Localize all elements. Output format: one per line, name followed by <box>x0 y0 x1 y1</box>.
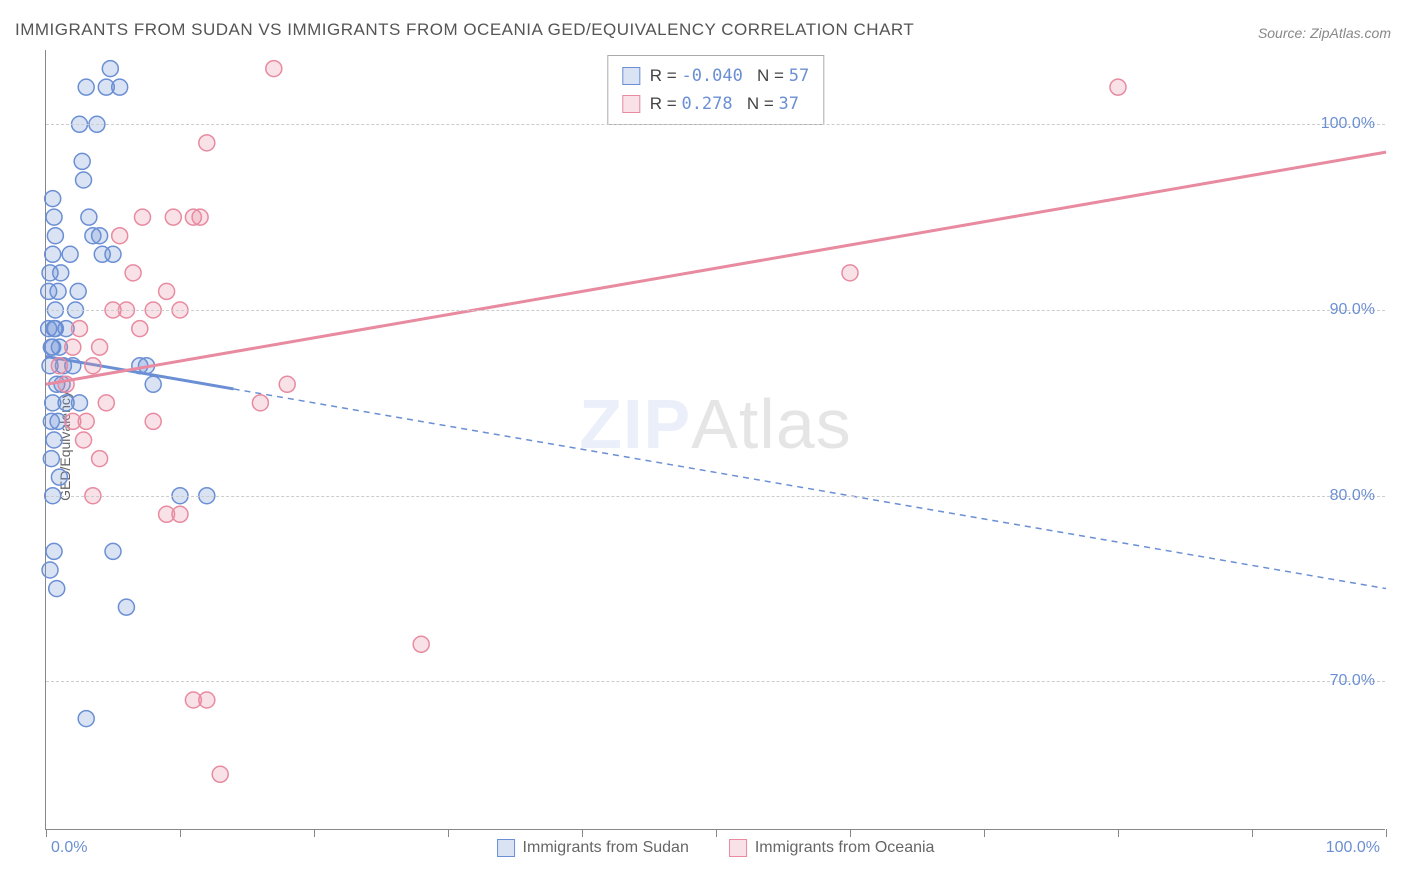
y-tick-label: 100.0% <box>1321 115 1375 133</box>
scatter-point-oceania <box>279 376 295 392</box>
scatter-point-oceania <box>212 766 228 782</box>
scatter-point-sudan <box>112 79 128 95</box>
scatter-point-sudan <box>105 543 121 559</box>
scatter-point-sudan <box>45 246 61 262</box>
x-tick <box>1118 829 1119 837</box>
stats-legend-box: R = -0.040 N = 57R = 0.278 N = 37 <box>607 55 824 125</box>
y-tick-label: 80.0% <box>1330 487 1375 505</box>
scatter-point-sudan <box>105 246 121 262</box>
scatter-point-oceania <box>199 135 215 151</box>
scatter-point-oceania <box>145 413 161 429</box>
x-tick <box>314 829 315 837</box>
scatter-point-oceania <box>159 283 175 299</box>
regression-line-dashed-sudan <box>234 389 1386 589</box>
scatter-point-sudan <box>42 562 58 578</box>
x-tick <box>46 829 47 837</box>
scatter-point-oceania <box>65 339 81 355</box>
x-tick <box>180 829 181 837</box>
scatter-point-oceania <box>98 395 114 411</box>
scatter-point-oceania <box>413 636 429 652</box>
legend-item: Immigrants from Sudan <box>497 839 689 857</box>
scatter-point-sudan <box>47 321 63 337</box>
scatter-point-sudan <box>78 711 94 727</box>
source-attribution: Source: ZipAtlas.com <box>1258 25 1391 41</box>
scatter-point-sudan <box>46 209 62 225</box>
scatter-point-sudan <box>42 265 58 281</box>
scatter-point-oceania <box>125 265 141 281</box>
chart-title: IMMIGRANTS FROM SUDAN VS IMMIGRANTS FROM… <box>15 20 914 40</box>
legend-swatch-oceania <box>622 95 640 113</box>
gridline <box>46 681 1385 682</box>
x-tick <box>1252 829 1253 837</box>
scatter-point-sudan <box>51 469 67 485</box>
scatter-point-sudan <box>62 246 78 262</box>
scatter-point-sudan <box>70 283 86 299</box>
scatter-point-sudan <box>46 432 62 448</box>
y-tick-label: 70.0% <box>1330 672 1375 690</box>
scatter-point-sudan <box>49 581 65 597</box>
x-tick <box>448 829 449 837</box>
scatter-point-oceania <box>192 209 208 225</box>
gridline <box>46 124 1385 125</box>
scatter-point-oceania <box>172 506 188 522</box>
scatter-point-oceania <box>92 339 108 355</box>
scatter-point-oceania <box>252 395 268 411</box>
scatter-point-sudan <box>81 209 97 225</box>
x-axis-max-label: 100.0% <box>1326 839 1380 857</box>
scatter-point-oceania <box>85 358 101 374</box>
scatter-point-oceania <box>266 61 282 77</box>
scatter-point-oceania <box>1110 79 1126 95</box>
plot-area: ZIPAtlas R = -0.040 N = 57R = 0.278 N = … <box>45 50 1385 830</box>
legend-swatch-sudan <box>622 67 640 85</box>
scatter-point-sudan <box>76 172 92 188</box>
scatter-point-oceania <box>842 265 858 281</box>
scatter-point-oceania <box>51 358 67 374</box>
gridline <box>46 310 1385 311</box>
gridline <box>46 496 1385 497</box>
stats-row-oceania: R = 0.278 N = 37 <box>622 90 809 118</box>
scatter-point-sudan <box>43 451 59 467</box>
scatter-point-oceania <box>72 321 88 337</box>
stats-row-sudan: R = -0.040 N = 57 <box>622 62 809 90</box>
scatter-point-oceania <box>199 692 215 708</box>
scatter-point-oceania <box>165 209 181 225</box>
legend-item: Immigrants from Oceania <box>729 839 935 857</box>
x-tick <box>716 829 717 837</box>
x-tick <box>984 829 985 837</box>
scatter-point-sudan <box>78 79 94 95</box>
scatter-point-sudan <box>43 339 59 355</box>
x-tick <box>1386 829 1387 837</box>
scatter-point-sudan <box>102 61 118 77</box>
scatter-point-sudan <box>72 395 88 411</box>
legend-swatch <box>497 839 515 857</box>
scatter-point-oceania <box>134 209 150 225</box>
legend-swatch <box>729 839 747 857</box>
scatter-point-sudan <box>45 191 61 207</box>
chart-svg <box>46 50 1385 829</box>
scatter-point-oceania <box>65 413 81 429</box>
scatter-point-oceania <box>92 451 108 467</box>
scatter-point-sudan <box>47 228 63 244</box>
scatter-point-sudan <box>41 283 57 299</box>
scatter-point-sudan <box>74 153 90 169</box>
legend-label: Immigrants from Sudan <box>523 839 689 857</box>
scatter-point-sudan <box>118 599 134 615</box>
legend-label: Immigrants from Oceania <box>755 839 935 857</box>
scatter-point-oceania <box>112 228 128 244</box>
y-tick-label: 90.0% <box>1330 301 1375 319</box>
scatter-point-sudan <box>50 413 66 429</box>
scatter-point-sudan <box>46 543 62 559</box>
regression-line-oceania <box>46 152 1386 384</box>
x-tick <box>850 829 851 837</box>
x-tick <box>582 829 583 837</box>
scatter-point-oceania <box>76 432 92 448</box>
x-axis-min-label: 0.0% <box>51 839 87 857</box>
scatter-point-oceania <box>132 321 148 337</box>
scatter-point-sudan <box>145 376 161 392</box>
scatter-point-sudan <box>92 228 108 244</box>
bottom-legend: Immigrants from Sudan Immigrants from Oce… <box>497 839 935 857</box>
